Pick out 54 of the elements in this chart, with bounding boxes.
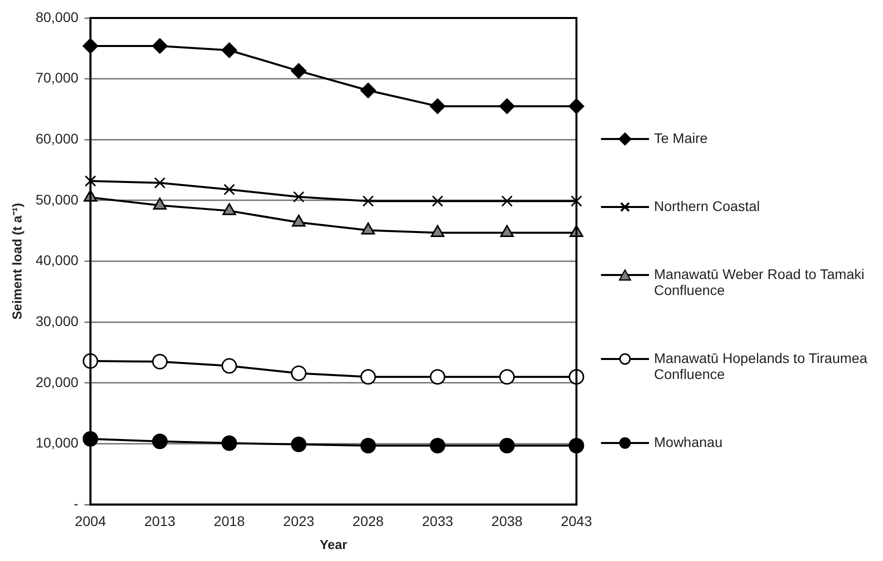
- point: [570, 195, 582, 207]
- x-axis-title: Year: [320, 536, 348, 552]
- y-tick-label: 40,000: [36, 252, 79, 268]
- point: [499, 438, 515, 454]
- y-tick-label: 30,000: [36, 312, 79, 329]
- point: [152, 354, 168, 370]
- legend-label: Northern Coastal: [654, 198, 760, 214]
- x-tick-label: 2018: [214, 512, 246, 529]
- x-tick-label: 2004: [74, 512, 106, 529]
- x-tick-label: 2013: [144, 512, 176, 529]
- point: [362, 195, 374, 207]
- legend-label: Mowhanau: [654, 434, 722, 450]
- point: [293, 191, 304, 203]
- point: [290, 63, 306, 79]
- x-tick-label: 2033: [422, 512, 454, 529]
- point: [499, 98, 515, 114]
- point: [360, 369, 376, 385]
- point: [432, 195, 444, 207]
- y-tick-label: 10,000: [36, 434, 79, 451]
- point: [360, 82, 376, 98]
- point: [222, 358, 238, 374]
- point: [290, 365, 306, 381]
- point: [222, 435, 238, 451]
- y-tick-label: 50,000: [36, 191, 79, 208]
- point: [290, 436, 306, 452]
- point: [430, 438, 446, 454]
- point: [292, 214, 306, 227]
- x-tick-label: 2028: [352, 512, 384, 529]
- point: [499, 369, 515, 385]
- point: [361, 222, 375, 235]
- x-tick-label: 2043: [560, 512, 592, 529]
- point: [222, 203, 236, 216]
- point: [430, 369, 446, 385]
- point: [224, 184, 235, 196]
- point: [430, 98, 446, 114]
- point: [501, 195, 513, 207]
- x-tick-label: 2023: [283, 512, 314, 529]
- point: [153, 198, 167, 210]
- y-tick-label: -: [74, 495, 79, 512]
- point: [222, 42, 238, 58]
- x-tick-label: 2038: [491, 512, 523, 529]
- point: [360, 438, 376, 454]
- y-tick-label: 80,000: [36, 8, 79, 25]
- y-axis-title: Seiment load (t a⁻¹): [9, 202, 24, 320]
- legend-label: Manawatū Weber Road to Tamaki Confluence: [654, 266, 866, 298]
- point: [84, 175, 96, 187]
- point: [152, 434, 168, 450]
- point: [154, 177, 166, 189]
- y-tick-label: 60,000: [36, 130, 79, 147]
- y-tick-label: 20,000: [36, 374, 79, 390]
- point: [152, 38, 168, 54]
- legend-label: Manawatū Hopelands to Tiraumea Confluence: [654, 350, 868, 382]
- y-tick-label: 70,000: [36, 70, 79, 86]
- legend-label: Te Maire: [654, 130, 708, 146]
